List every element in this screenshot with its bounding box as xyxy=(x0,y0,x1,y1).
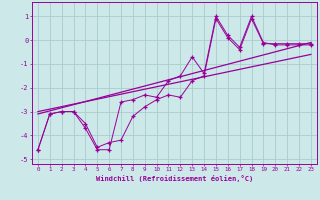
X-axis label: Windchill (Refroidissement éolien,°C): Windchill (Refroidissement éolien,°C) xyxy=(96,175,253,182)
